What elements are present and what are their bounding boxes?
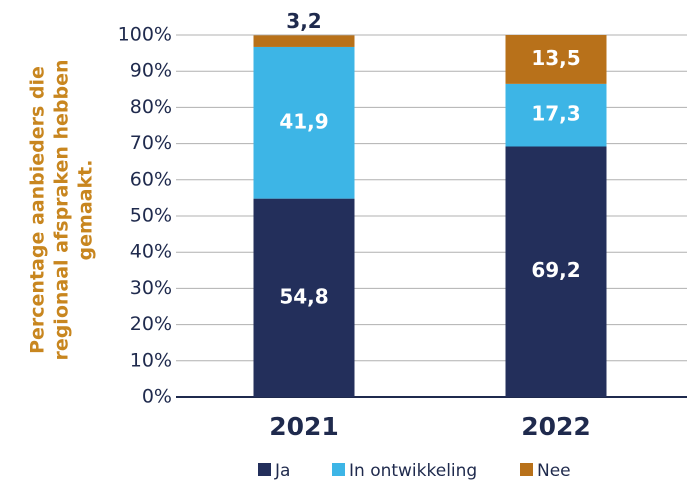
legend-swatch bbox=[520, 463, 533, 476]
y-tick-label: 50% bbox=[130, 205, 172, 227]
y-tick-label: 60% bbox=[130, 168, 172, 190]
legend-swatch bbox=[332, 463, 345, 476]
legend-label: In ontwikkeling bbox=[349, 461, 477, 481]
y-axis-title-line: gemaakt. bbox=[75, 160, 97, 261]
y-tick-label: 40% bbox=[130, 241, 172, 263]
y-axis-title-line: regionaal afspraken hebben bbox=[51, 59, 73, 360]
x-tick-label: 2021 bbox=[269, 412, 339, 441]
value-label: 13,5 bbox=[531, 46, 580, 70]
bar-segment bbox=[253, 35, 355, 47]
legend-swatch bbox=[258, 463, 271, 476]
bar-segment bbox=[505, 35, 607, 84]
value-label: 17,3 bbox=[531, 102, 580, 126]
y-tick-label: 100% bbox=[118, 24, 172, 46]
value-label: 3,2 bbox=[286, 9, 321, 33]
value-label: 41,9 bbox=[279, 109, 328, 133]
y-axis-title-line: Percentage aanbieders die bbox=[27, 66, 49, 354]
y-tick-label: 90% bbox=[130, 60, 172, 82]
legend-label: Nee bbox=[537, 461, 571, 481]
y-tick-label: 10% bbox=[130, 349, 172, 371]
value-label: 69,2 bbox=[531, 258, 580, 282]
y-tick-label: 30% bbox=[130, 277, 172, 299]
bar-segment bbox=[253, 46, 355, 199]
bar-segment bbox=[505, 146, 607, 397]
x-tick-label: 2022 bbox=[521, 412, 591, 441]
value-label: 54,8 bbox=[279, 284, 328, 308]
legend-label: Ja bbox=[274, 461, 290, 481]
y-tick-label: 70% bbox=[130, 132, 172, 154]
y-tick-label: 20% bbox=[130, 313, 172, 335]
bar-segment bbox=[505, 83, 607, 147]
bar-segment bbox=[253, 198, 355, 397]
y-tick-label: 0% bbox=[142, 386, 172, 408]
y-tick-label: 80% bbox=[130, 96, 172, 118]
y-axis-title: Percentage aanbieders die regionaal afsp… bbox=[27, 59, 97, 360]
